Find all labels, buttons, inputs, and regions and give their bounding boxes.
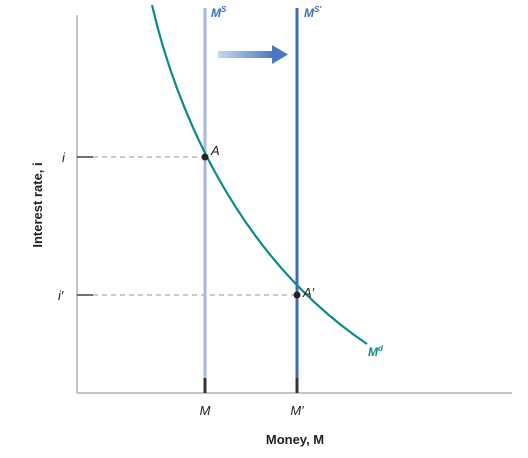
x-tick-label-m: M (200, 403, 211, 418)
y-tick-label-i-prime: i′ (58, 288, 64, 303)
y-axis-title: Interest rate, i (30, 162, 45, 247)
x-tick-label-m-prime: M′ (290, 403, 304, 418)
point-label-a: A (210, 143, 220, 158)
money-supply-shifted-label: MS′ (304, 5, 322, 20)
money-demand-curve (150, 4, 368, 345)
y-tick-label-i: i (62, 150, 66, 165)
point-label-a-prime: A′ (302, 285, 315, 300)
x-axis-title: Money, M (266, 432, 324, 447)
money-demand-label: Md (368, 344, 384, 359)
supply-shift-arrow (218, 45, 288, 64)
equilibrium-point-a-prime (293, 291, 301, 299)
equilibrium-point-a (201, 153, 209, 161)
money-supply-label: MS (211, 5, 227, 20)
